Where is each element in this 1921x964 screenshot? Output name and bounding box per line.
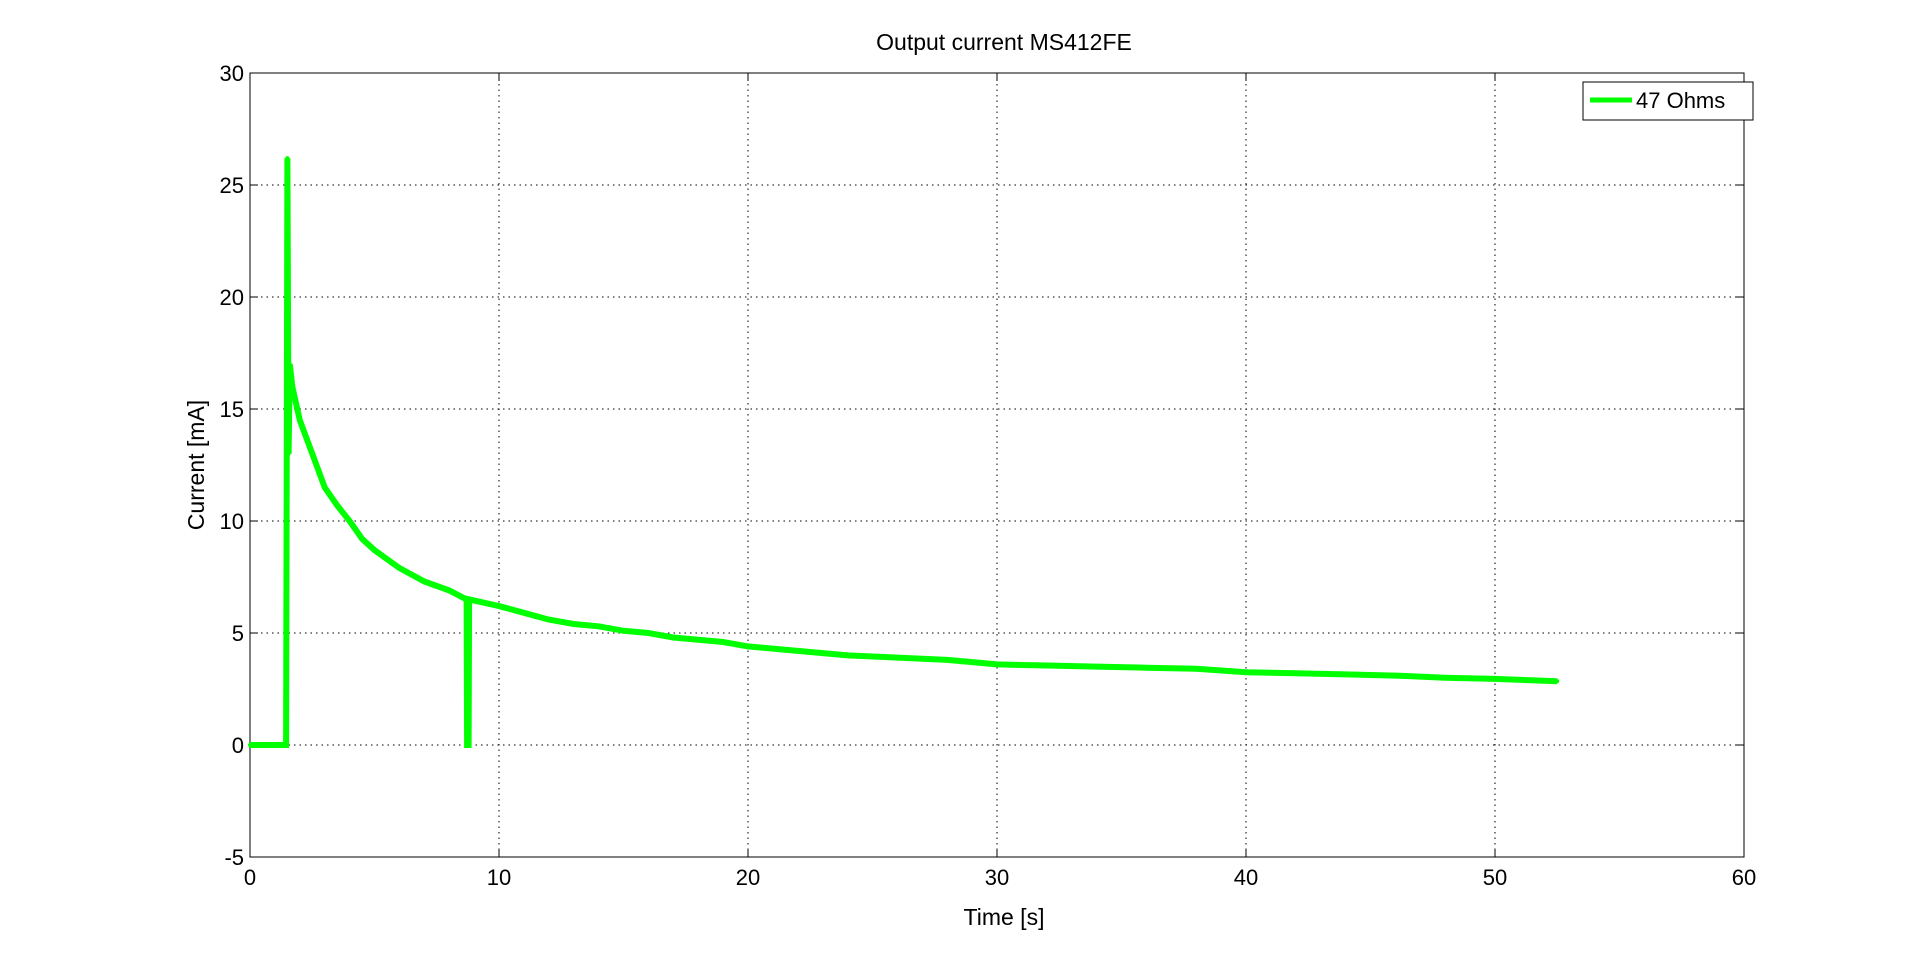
chart-title: Output current MS412FE bbox=[876, 29, 1132, 55]
data-point bbox=[285, 156, 290, 161]
data-point bbox=[1094, 664, 1099, 669]
y-tick-label: 0 bbox=[232, 733, 244, 758]
y-tick-label: 15 bbox=[220, 397, 244, 422]
data-point bbox=[1144, 665, 1149, 670]
data-point bbox=[596, 624, 601, 629]
x-axis-label: Time [s] bbox=[964, 904, 1045, 930]
data-point bbox=[497, 604, 501, 609]
data-point bbox=[322, 485, 327, 490]
data-point bbox=[347, 519, 352, 523]
data-point bbox=[466, 743, 471, 747]
data-point bbox=[845, 653, 850, 658]
x-tick-label: 60 bbox=[1732, 865, 1756, 890]
data-point bbox=[895, 655, 900, 660]
data-point bbox=[546, 617, 551, 622]
data-point bbox=[372, 548, 377, 553]
data-point bbox=[721, 639, 726, 644]
y-tick-label: 30 bbox=[220, 61, 244, 86]
data-point bbox=[1393, 673, 1398, 678]
data-point bbox=[248, 743, 252, 747]
data-point bbox=[521, 610, 526, 615]
y-tick-label: 25 bbox=[220, 173, 244, 198]
data-point bbox=[671, 635, 676, 640]
data-point bbox=[746, 644, 750, 649]
y-tick-label: 5 bbox=[232, 621, 244, 646]
data-point bbox=[1343, 672, 1348, 677]
data-point bbox=[447, 588, 452, 593]
x-tick-label: 0 bbox=[244, 865, 256, 890]
x-tick-label: 50 bbox=[1483, 865, 1507, 890]
y-tick-label: 10 bbox=[220, 509, 244, 534]
legend-label: 47 Ohms bbox=[1636, 88, 1725, 113]
data-point bbox=[284, 743, 289, 747]
x-tick-label: 40 bbox=[1234, 865, 1258, 890]
data-point bbox=[795, 648, 800, 653]
legend: 47 Ohms bbox=[1582, 81, 1754, 121]
data-point bbox=[335, 503, 340, 508]
data-point bbox=[646, 631, 651, 635]
data-point bbox=[1194, 666, 1199, 671]
data-point bbox=[287, 362, 292, 367]
data-point bbox=[571, 622, 576, 627]
data-point bbox=[1493, 676, 1497, 681]
data-point bbox=[290, 384, 295, 389]
data-point bbox=[297, 418, 302, 423]
data-point bbox=[1044, 663, 1049, 668]
data-point bbox=[621, 628, 626, 633]
data-point bbox=[286, 451, 291, 456]
data-point bbox=[1443, 675, 1448, 680]
data-point bbox=[995, 662, 999, 667]
x-tick-label: 10 bbox=[487, 865, 511, 890]
data-point bbox=[422, 579, 427, 584]
data-point bbox=[1244, 670, 1248, 675]
data-point bbox=[360, 536, 365, 541]
data-point bbox=[310, 451, 315, 456]
y-axis-label: Current [mA] bbox=[183, 400, 209, 530]
grid bbox=[250, 73, 1744, 857]
data-point bbox=[262, 743, 267, 747]
series-group bbox=[248, 156, 1560, 748]
x-tick-label: 20 bbox=[736, 865, 760, 890]
data-point bbox=[270, 743, 275, 747]
data-point bbox=[696, 637, 701, 642]
data-point bbox=[1555, 679, 1560, 684]
data-point bbox=[467, 597, 472, 602]
data-point bbox=[397, 566, 402, 571]
y-tick-label: 20 bbox=[220, 285, 244, 310]
x-tick-label: 30 bbox=[985, 865, 1009, 890]
y-tick-label: -5 bbox=[224, 845, 244, 870]
data-point bbox=[277, 743, 282, 747]
data-point bbox=[255, 743, 260, 747]
data-point bbox=[1293, 671, 1298, 676]
data-point bbox=[945, 657, 950, 662]
